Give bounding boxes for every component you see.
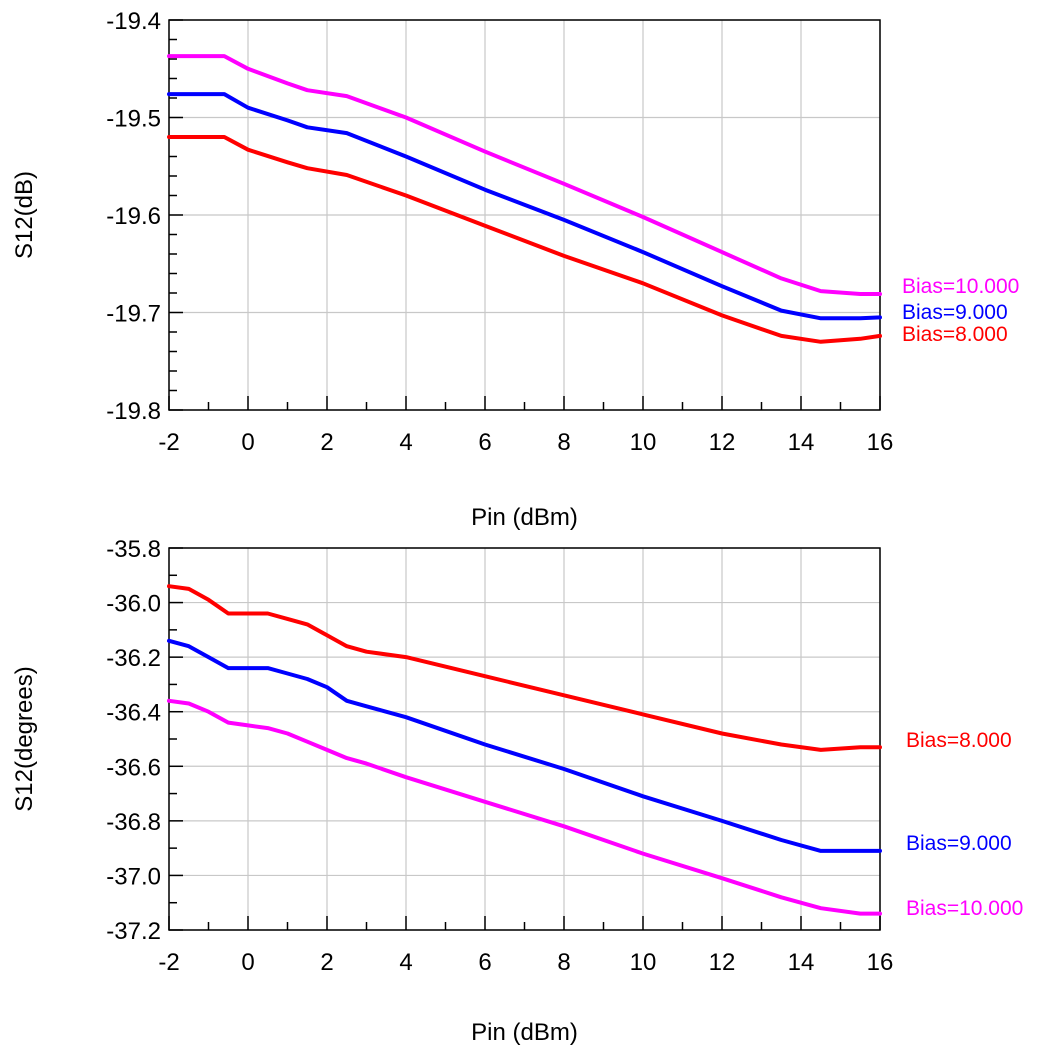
x-tick-label: 12 xyxy=(709,949,736,976)
y-tick-label: -19.4 xyxy=(106,8,161,35)
chart-panel-2: -2 0 2 4 6 8 10 12 14 16 -37.2 -37.0 -36.8 -36.6 -36.4… xyxy=(11,536,1023,1046)
axis-ticks xyxy=(168,547,881,931)
x-tick-label: 16 xyxy=(867,429,894,456)
series-line xyxy=(167,92,882,321)
x-tick-label: 0 xyxy=(241,949,254,976)
x-tick-label: -2 xyxy=(158,949,179,976)
x-tick-label: 6 xyxy=(478,429,491,456)
y-tick-label: -36.0 xyxy=(106,591,161,618)
x-tick-label: 14 xyxy=(788,949,815,976)
x-tick-label: -2 xyxy=(158,429,179,456)
x-tick-label: 8 xyxy=(557,429,570,456)
plot-frame xyxy=(168,547,881,931)
x-tick-label: 10 xyxy=(630,949,657,976)
x-tick-label: 4 xyxy=(399,949,412,976)
y-tick-label: -19.7 xyxy=(106,301,161,328)
x-tick-label: 16 xyxy=(867,949,894,976)
y-tick-label: -36.4 xyxy=(106,700,161,727)
y-tick-label: -36.6 xyxy=(106,754,161,781)
series-line xyxy=(167,135,882,344)
y-tick-label: -37.0 xyxy=(106,863,161,890)
grid xyxy=(168,547,881,931)
series-line xyxy=(167,54,882,296)
series-line xyxy=(167,698,882,916)
series-label: Bias=9.000 xyxy=(902,301,1008,324)
x-tick-label: 0 xyxy=(241,429,254,456)
x-tick-label: 6 xyxy=(478,949,491,976)
y-tick-label: -36.2 xyxy=(106,645,161,672)
x-tick-label: 4 xyxy=(399,429,412,456)
x-tick-label: 10 xyxy=(630,429,657,456)
x-tick-label: 12 xyxy=(709,429,736,456)
series-line xyxy=(167,638,882,853)
x-tick-label: 2 xyxy=(320,949,333,976)
y-tick-label: -35.8 xyxy=(106,536,161,563)
series-label: Bias=9.000 xyxy=(906,832,1012,855)
series-line xyxy=(167,584,882,752)
y-tick-label: -19.8 xyxy=(106,398,161,425)
x-tick-label: 14 xyxy=(788,429,815,456)
chart-panel-1: -2 0 2 4 6 8 10 12 14 16 -19.8 -19.7 -19.6 -19.5 -19.4… xyxy=(11,8,1019,531)
y-tick-label: -19.6 xyxy=(106,203,161,230)
series-label: Bias=8.000 xyxy=(906,729,1012,752)
x-axis-title: Pin (dBm) xyxy=(471,504,578,531)
y-axis-title: S12(degrees) xyxy=(11,666,38,811)
x-axis-title: Pin (dBm) xyxy=(471,1019,578,1046)
x-tick-label: 8 xyxy=(557,949,570,976)
series-label: Bias=8.000 xyxy=(902,323,1008,346)
y-tick-label: -37.2 xyxy=(106,918,161,945)
y-axis-title: S12(dB) xyxy=(11,171,38,259)
y-tick-label: -19.5 xyxy=(106,106,161,133)
series-label: Bias=10.000 xyxy=(902,275,1019,298)
axis-ticks xyxy=(168,19,881,411)
y-tick-label: -36.8 xyxy=(106,809,161,836)
series-label: Bias=10.000 xyxy=(906,897,1023,920)
x-tick-label: 2 xyxy=(320,429,333,456)
